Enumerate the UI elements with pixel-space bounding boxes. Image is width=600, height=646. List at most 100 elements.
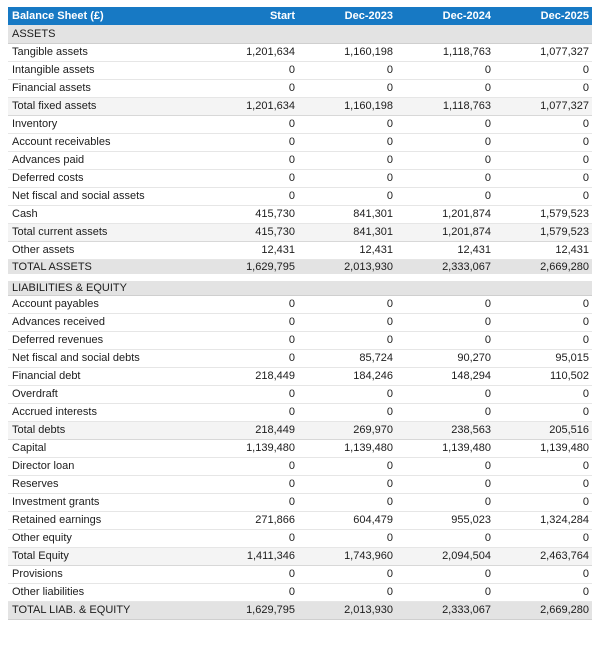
row-value: 0 [200,403,298,422]
row-value: 0 [200,331,298,350]
column-header-dec-2023: Dec-2023 [344,10,393,22]
row-value: 0 [200,457,298,476]
row-label: Tangible assets [8,43,200,62]
row-value: 0 [494,565,592,584]
row-value: 0 [298,493,396,512]
table-row-retained-earnings: Retained earnings 271,866 604,479 955,02… [8,511,592,530]
row-value: 0 [298,79,396,98]
row-label: Intangible assets [8,61,200,80]
row-value: 0 [200,295,298,314]
row-value: 2,094,504 [396,546,494,566]
row-value [494,25,592,44]
table-row-account-receivables: Account receivables 0 0 0 0 [8,133,592,152]
table-row-net-fiscal-and-social-assets: Net fiscal and social assets 0 0 0 0 [8,187,592,206]
row-value: 1,118,763 [396,96,494,116]
row-value: 205,516 [494,420,592,440]
row-label: Total debts [8,420,200,440]
row-value: 110,502 [494,367,592,386]
row-value: 0 [494,457,592,476]
row-value: 0 [396,529,494,548]
row-value: 0 [298,169,396,188]
row-value [396,273,494,296]
row-value: 1,743,960 [298,546,396,566]
row-value: 0 [396,475,494,494]
row-value: 0 [200,529,298,548]
row-value: 0 [494,169,592,188]
row-value: 0 [396,61,494,80]
row-value: 238,563 [396,420,494,440]
row-value: 955,023 [396,511,494,530]
row-value [200,25,298,44]
row-value: 271,866 [200,511,298,530]
row-value: 218,449 [200,420,298,440]
row-value: 415,730 [200,222,298,242]
table-row-total-equity: Total Equity 1,411,346 1,743,960 2,094,5… [8,546,592,566]
row-value: 0 [298,313,396,332]
table-row-other-liabilities: Other liabilities 0 0 0 0 [8,583,592,602]
row-value: 95,015 [494,349,592,368]
table-row-capital: Capital 1,139,480 1,139,480 1,139,480 1,… [8,439,592,458]
table-row-accrued-interests: Accrued interests 0 0 0 0 [8,403,592,422]
row-value: 1,139,480 [298,439,396,458]
balance-sheet-panel: Balance Sheet (£) Start Dec-2023 Dec-202… [8,7,592,620]
row-value: 0 [200,385,298,404]
row-value [298,25,396,44]
row-value: 2,463,764 [494,546,592,566]
row-value: 0 [494,403,592,422]
row-value: 2,013,930 [298,600,396,620]
row-label: Advances paid [8,151,200,170]
row-value: 1,160,198 [298,96,396,116]
table-row-director-loan: Director loan 0 0 0 0 [8,457,592,476]
table-row-reserves: Reserves 0 0 0 0 [8,475,592,494]
row-value: 841,301 [298,222,396,242]
row-value: 0 [298,457,396,476]
row-value: 1,139,480 [200,439,298,458]
row-value: 269,970 [298,420,396,440]
row-label: ASSETS [8,25,200,44]
row-value: 0 [200,493,298,512]
row-label: Account payables [8,295,200,314]
row-value [298,273,396,296]
row-value: 1,118,763 [396,43,494,62]
row-value: 0 [396,133,494,152]
row-value: 0 [396,313,494,332]
table-row-deferred-costs: Deferred costs 0 0 0 0 [8,169,592,188]
row-value [494,273,592,296]
row-label: Deferred revenues [8,331,200,350]
table-row-deferred-revenues: Deferred revenues 0 0 0 0 [8,331,592,350]
row-value: 415,730 [200,205,298,224]
table-row-intangible-assets: Intangible assets 0 0 0 0 [8,61,592,80]
row-label: Financial assets [8,79,200,98]
table-row-other-equity: Other equity 0 0 0 0 [8,529,592,548]
row-value: 0 [200,313,298,332]
row-value: 148,294 [396,367,494,386]
table-row-total-liab-equity: TOTAL LIAB. & EQUITY 1,629,795 2,013,930… [8,600,592,620]
row-label: Provisions [8,565,200,584]
table-row-financial-debt: Financial debt 218,449 184,246 148,294 1… [8,367,592,386]
row-label: Total Equity [8,546,200,566]
row-value: 12,431 [200,241,298,260]
row-value: 12,431 [494,241,592,260]
table-row-provisions: Provisions 0 0 0 0 [8,565,592,584]
row-value: 184,246 [298,367,396,386]
row-label: Other equity [8,529,200,548]
table-row-assets: ASSETS [8,25,592,44]
row-label: Cash [8,205,200,224]
row-value: 1,160,198 [298,43,396,62]
row-value: 0 [200,475,298,494]
row-value: 1,077,327 [494,43,592,62]
row-value: 2,013,930 [298,258,396,278]
row-value: 0 [494,475,592,494]
row-label: Retained earnings [8,511,200,530]
column-header-start: Start [269,10,295,22]
row-label: TOTAL LIAB. & EQUITY [8,600,200,620]
row-value: 12,431 [396,241,494,260]
row-value: 0 [494,331,592,350]
row-value: 0 [396,403,494,422]
row-value: 1,139,480 [494,439,592,458]
row-value: 0 [298,133,396,152]
table-title: Balance Sheet (£) [12,10,104,22]
table-row-advances-received: Advances received 0 0 0 0 [8,313,592,332]
column-header-dec-2025: Dec-2025 [540,10,589,22]
row-value: 0 [396,493,494,512]
